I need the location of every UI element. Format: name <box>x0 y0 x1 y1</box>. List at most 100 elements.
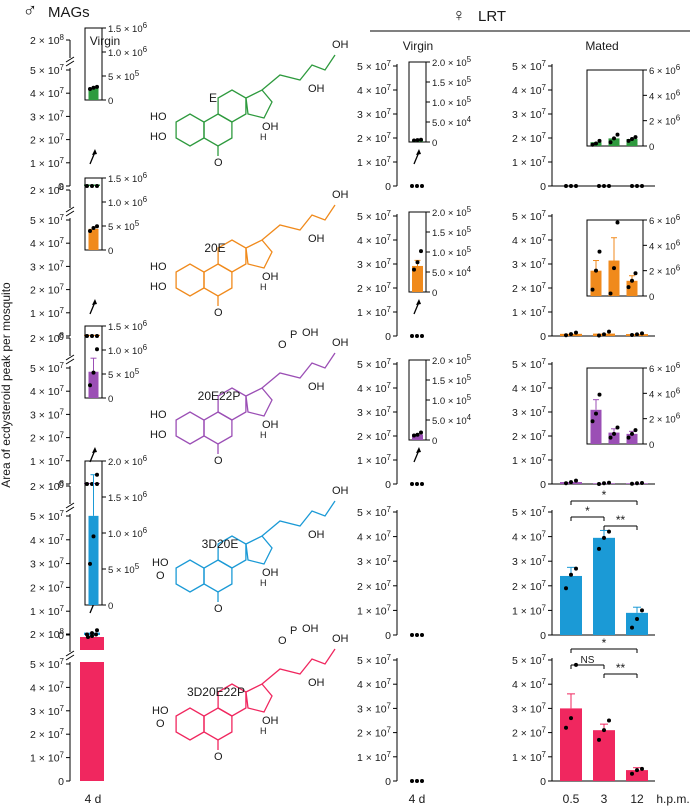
lrt-virgin-row1-arrowhead <box>416 299 421 305</box>
lrt-mated-row0-inset-tick-label-0: 0 <box>649 142 654 153</box>
structure-o-3oxo: O <box>156 718 165 730</box>
lrt-mated-row1-point-1-0 <box>597 333 601 338</box>
mags-row3-tick-label-4: 4 × 107 <box>30 533 65 547</box>
structure-o-ketone: O <box>214 307 223 319</box>
mags-row1-inset-point-0-0 <box>88 228 92 233</box>
structure-ring-d <box>245 683 273 713</box>
lrt-mated-row4-bar-2 <box>626 770 648 781</box>
lrt-mated-row1-tick-label-0: 0 <box>540 331 546 343</box>
lrt-mated-row3-bar-1 <box>593 537 615 635</box>
lrt-virgin-row1-inset-tick-label-3: 1.5 × 105 <box>432 225 472 239</box>
lrt-mated-row3-point-2-0 <box>630 625 634 630</box>
lrt-mated-row0-point-1-0 <box>597 184 601 188</box>
structure-oh-terminal: OH <box>332 633 349 645</box>
mags-row4-axis-break <box>65 650 75 657</box>
mags-row0-tick-label-4: 4 × 107 <box>30 86 65 100</box>
lrt-mated-row1-inset-point-1-2 <box>615 220 620 225</box>
mags-row2-inset-tick-label-2: 1.0 × 106 <box>108 343 148 357</box>
lrt-mated-row3-tick-label-5: 5 × 107 <box>512 505 547 519</box>
lrt-mated-row2-inset-point-0-0 <box>590 419 595 424</box>
structure-oh-chain: OH <box>308 677 325 689</box>
structure-ring-a <box>175 263 205 297</box>
lrt-mated-row2-point-1-2 <box>607 480 611 485</box>
structure-side-chain <box>261 54 336 91</box>
mags-row1-inset-bar-0 <box>88 228 99 250</box>
lrt-mated-row2-inset-point-2-1 <box>630 431 634 436</box>
structure-ring-d <box>245 89 273 119</box>
mags-row2-inset-tick-label-1: 5 × 105 <box>108 367 140 381</box>
lrt-mated-row2-tick-label-1: 1 × 107 <box>512 453 547 467</box>
lrt-mated-row0-inset-point-2-1 <box>630 137 634 142</box>
lrt-mated-row1-inset-tick-label-1: 2 × 106 <box>649 264 681 278</box>
lrt-mated-row2-point-0-2 <box>574 478 578 483</box>
structure-ho-2: HO <box>152 705 169 717</box>
mags-row2-point-2 <box>95 482 99 486</box>
lrt-virgin-row1-point-0 <box>410 334 414 338</box>
lrt-virgin-row2-inset-tick-label-0: 0 <box>432 436 437 447</box>
lrt-virgin-row4-tick-label-2: 2 × 107 <box>357 726 392 740</box>
mags-row0-inset-tick-label-3: 1.5 × 106 <box>108 21 148 35</box>
lrt-mated-row1-point-1-1 <box>602 332 606 337</box>
lrt-mated-row4-sig-label-1: * <box>602 636 607 650</box>
mags-virgin-label: Virgin <box>90 34 120 48</box>
mags-row1-axis-break <box>65 206 75 213</box>
lrt-virgin-row1-tick-label-2: 2 × 107 <box>357 281 392 295</box>
lrt-virgin-row2-inset-point-0-1 <box>415 432 420 437</box>
lrt-virgin-row2-tick-label-2: 2 × 107 <box>357 429 392 443</box>
x-axis-labels: 4 d 4 d 0.5 3 12 h.p.m. <box>85 792 690 806</box>
lrt-virgin-row1-inset-point-0-2 <box>419 249 423 254</box>
mags-row0-arrowhead <box>92 149 97 155</box>
mags-row1-tick-label-2: 2 × 107 <box>30 283 65 297</box>
lrt-mated-row0-inset-tick-label-3: 6 × 106 <box>649 63 681 77</box>
lrt-mated-row0-tick-label-3: 3 × 107 <box>512 107 547 121</box>
lrt-mated-row3-sig-label-1: * <box>602 488 607 502</box>
lrt-virgin-row0-inset-tick-label-1: 5.0 × 104 <box>432 115 472 129</box>
lrt-virgin-row3-tick-label-3: 3 × 107 <box>357 554 392 568</box>
structure-side-chain <box>261 352 336 389</box>
mags-row0-inset-tick-label-2: 1.0 × 106 <box>108 45 148 59</box>
lrt-mated-row4-point-2-1 <box>635 768 639 773</box>
lrt-mated-row1-point-2-1 <box>635 332 639 337</box>
structure-phosphate-p: P <box>290 625 297 637</box>
mags-row4-point-0 <box>86 635 90 639</box>
structure-h: H <box>260 430 267 440</box>
mags-row3-inset-tick-label-1: 5 × 105 <box>108 562 140 576</box>
lrt-mated-row2-inset-tick-label-1: 2 × 106 <box>649 412 681 426</box>
lrt-mated-row3-point-1-2 <box>607 529 611 534</box>
lrt-virgin-row1-inset-tick-label-1: 5.0 × 104 <box>432 265 472 279</box>
lrt-mated-row4-tick-label-0: 0 <box>540 776 546 788</box>
mags-row0-point-0 <box>85 184 89 188</box>
structure-h: H <box>260 282 267 292</box>
mags-row2-tick-label-3: 3 × 107 <box>30 407 65 421</box>
structure-h: H <box>260 132 267 142</box>
compound-label-3: 3D20E <box>202 537 239 551</box>
lrt-mated-row3-point-0-2 <box>574 566 578 571</box>
lrt-mated-row2-point-1-1 <box>602 481 606 486</box>
mags-row4-tick-label-5: 5 × 107 <box>30 657 65 671</box>
lrt-mated-row4-tick-label-2: 2 × 107 <box>512 726 547 740</box>
structure-ring-a <box>175 411 205 445</box>
lrt-mated-row2-inset-point-1-1 <box>612 431 616 436</box>
lrt-virgin-row2-arrowhead <box>416 447 421 453</box>
x-label-lrt-virgin: 4 d <box>409 792 426 806</box>
mags-row1-arrowhead <box>92 299 97 305</box>
mags-row0-inset-tick-label-0: 0 <box>108 96 113 107</box>
lrt-mated-row0-inset-point-0-0 <box>590 142 595 147</box>
lrt-mated-row2-point-0-1 <box>569 480 573 485</box>
mags-row1-inset-tick-label-1: 5 × 105 <box>108 219 140 233</box>
structure-ho-3: HO <box>150 281 167 293</box>
lrt-virgin-row4-tick-label-5: 5 × 107 <box>357 653 392 667</box>
lrt-mated-row3-point-2-1 <box>635 617 639 622</box>
lrt-virgin-row0-tick-label-1: 1 × 107 <box>357 155 392 169</box>
mags-row1-point-2 <box>95 334 99 338</box>
mags-row3-tick-label-5: 5 × 107 <box>30 509 65 523</box>
structure-side-chain <box>261 500 336 537</box>
lrt-mated-row3-tick-label-4: 4 × 107 <box>512 530 547 544</box>
mags-row3-tick-label-0: 0 <box>58 630 64 642</box>
lrt-mated-row1-inset-point-0-1 <box>594 268 598 273</box>
mags-row2-tick-label-top: 2 × 108 <box>30 331 65 345</box>
mags-row1-tick-label-3: 3 × 107 <box>30 259 65 273</box>
lrt-mated-row1-tick-label-2: 2 × 107 <box>512 281 547 295</box>
lrt-mated-row0-inset-point-0-1 <box>594 141 598 146</box>
